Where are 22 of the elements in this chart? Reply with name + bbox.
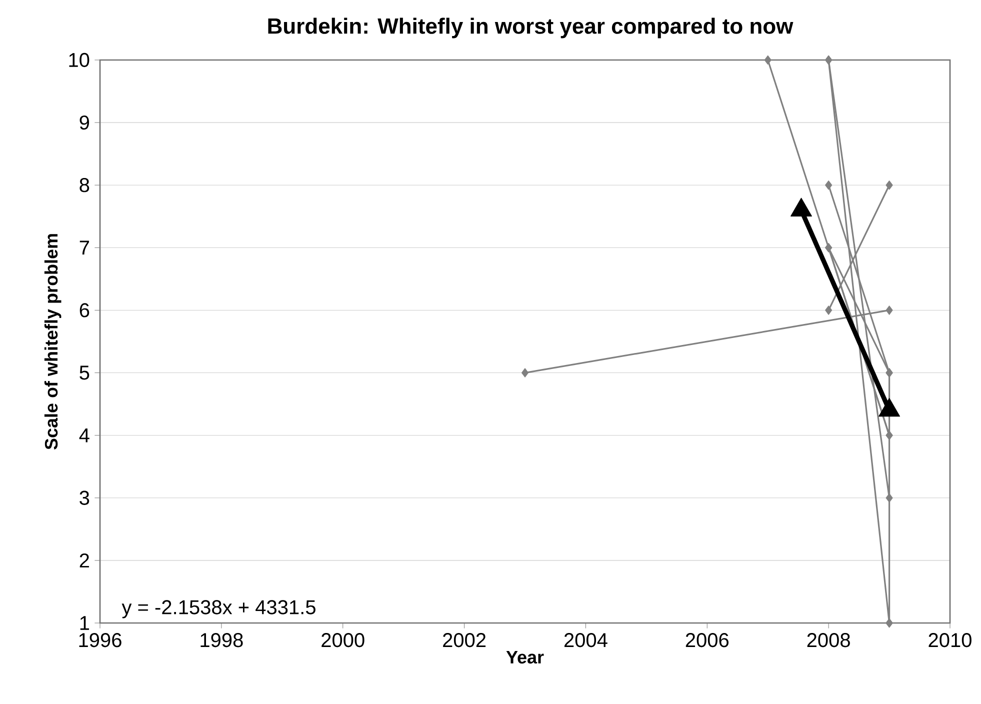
y-tick-label: 8 bbox=[80, 178, 90, 192]
y-tick-label: 1 bbox=[80, 616, 89, 630]
y-tick-label: 4 bbox=[79, 428, 90, 442]
x-axis-title: Year bbox=[506, 651, 544, 664]
x-tick-label: 2006 bbox=[686, 633, 729, 648]
y-tick-label: 3 bbox=[80, 490, 90, 505]
annotation: y = -2.1538x + 4331.5 bbox=[122, 600, 316, 618]
x-tick-label: 2010 bbox=[928, 633, 972, 648]
x-tick-label: 1996 bbox=[79, 633, 122, 648]
y-tick-label: 5 bbox=[80, 366, 90, 380]
x-tick-label: 1998 bbox=[200, 633, 243, 648]
x-tick-label: 2000 bbox=[322, 633, 364, 648]
y-tick-label: 9 bbox=[80, 115, 90, 130]
x-tick-label: 2004 bbox=[564, 633, 608, 648]
x-tick-label: 2002 bbox=[443, 633, 486, 648]
y-tick-label: 6 bbox=[80, 303, 90, 318]
y-tick-label: 10 bbox=[69, 52, 90, 68]
y-axis-title: Scale of whitefly problem bbox=[44, 234, 62, 450]
y-tick-label: 7 bbox=[80, 240, 89, 255]
y-tick-label: 2 bbox=[80, 553, 89, 568]
chart-title: Burdekin: Whitefly in worst year compared to now bbox=[268, 18, 794, 38]
x-tick-label: 2008 bbox=[807, 633, 850, 648]
